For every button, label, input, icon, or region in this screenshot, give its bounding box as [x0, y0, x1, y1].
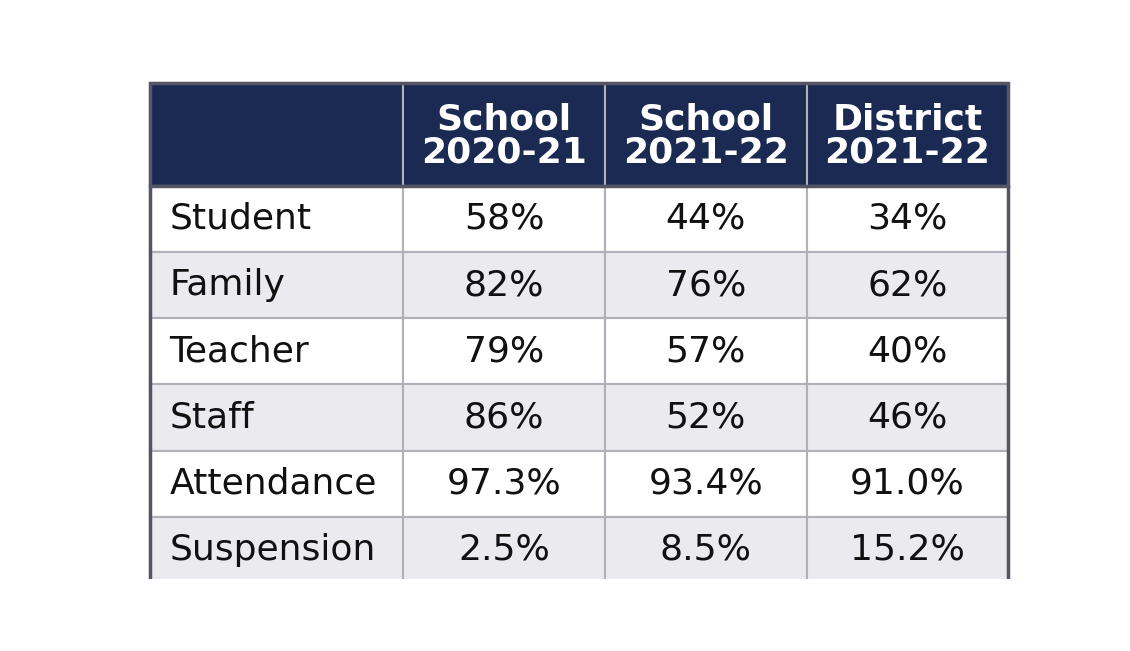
- Bar: [403, 517, 605, 583]
- Text: 46%: 46%: [867, 400, 948, 434]
- Text: 79%: 79%: [464, 335, 545, 368]
- Bar: [605, 252, 807, 318]
- Bar: [605, 83, 807, 186]
- Bar: [150, 517, 403, 583]
- Bar: [150, 83, 403, 186]
- Text: 34%: 34%: [867, 202, 948, 236]
- Text: 62%: 62%: [867, 268, 948, 302]
- Bar: [403, 450, 605, 517]
- Bar: [403, 318, 605, 384]
- Bar: [807, 384, 1008, 450]
- Text: School: School: [436, 102, 572, 137]
- Text: Student: Student: [170, 202, 312, 236]
- Text: District: District: [833, 102, 982, 137]
- Text: 58%: 58%: [463, 202, 545, 236]
- Text: 93.4%: 93.4%: [649, 467, 763, 501]
- Bar: [150, 450, 403, 517]
- Bar: [150, 186, 403, 252]
- Bar: [807, 252, 1008, 318]
- Text: 8.5%: 8.5%: [660, 533, 751, 567]
- Text: 52%: 52%: [666, 400, 746, 434]
- Bar: [605, 186, 807, 252]
- Text: 57%: 57%: [666, 335, 746, 368]
- Text: 40%: 40%: [867, 335, 948, 368]
- Bar: [403, 384, 605, 450]
- Text: Attendance: Attendance: [170, 467, 376, 501]
- Text: 2021-22: 2021-22: [623, 135, 789, 169]
- Bar: [807, 318, 1008, 384]
- Bar: [807, 83, 1008, 186]
- Bar: [605, 517, 807, 583]
- Text: 82%: 82%: [463, 268, 545, 302]
- Text: Teacher: Teacher: [170, 335, 308, 368]
- Bar: [403, 252, 605, 318]
- Text: 76%: 76%: [666, 268, 746, 302]
- Text: Family: Family: [170, 268, 285, 302]
- Text: 44%: 44%: [666, 202, 746, 236]
- Bar: [807, 450, 1008, 517]
- Bar: [605, 384, 807, 450]
- Text: 2.5%: 2.5%: [458, 533, 550, 567]
- Bar: [807, 186, 1008, 252]
- Bar: [605, 450, 807, 517]
- Bar: [807, 517, 1008, 583]
- Bar: [150, 252, 403, 318]
- Bar: [605, 318, 807, 384]
- Text: 15.2%: 15.2%: [850, 533, 965, 567]
- Text: 91.0%: 91.0%: [850, 467, 965, 501]
- Bar: [150, 384, 403, 450]
- Bar: [150, 318, 403, 384]
- Text: 86%: 86%: [463, 400, 545, 434]
- Text: 2021-22: 2021-22: [825, 135, 990, 169]
- Bar: [403, 186, 605, 252]
- Text: School: School: [638, 102, 773, 137]
- Text: 2020-21: 2020-21: [421, 135, 586, 169]
- Text: Suspension: Suspension: [170, 533, 375, 567]
- Text: 97.3%: 97.3%: [446, 467, 562, 501]
- Text: Staff: Staff: [170, 400, 254, 434]
- Bar: [403, 83, 605, 186]
